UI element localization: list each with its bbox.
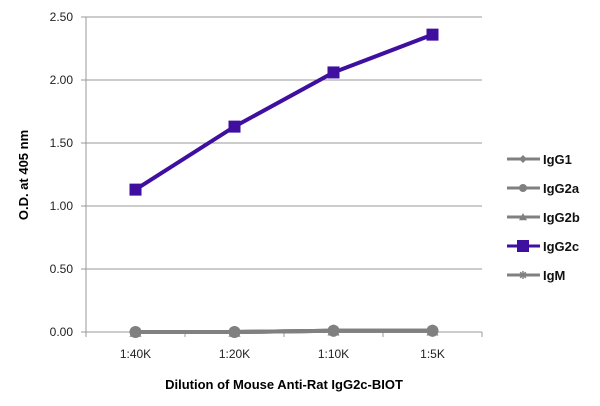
star-stroke — [130, 327, 141, 337]
legend-label: IgG2b — [543, 210, 580, 225]
data-point-igm — [327, 324, 340, 337]
legend-marker-igg1 — [519, 155, 527, 163]
data-point-igm — [129, 326, 142, 338]
legend-label: IgM — [543, 268, 565, 283]
legend-label: IgG2a — [543, 181, 580, 196]
y-tick-label: 2.50 — [50, 10, 74, 24]
x-tick-label: 1:40K — [120, 347, 151, 361]
data-point-igm — [426, 324, 439, 337]
data-point-igm — [228, 326, 241, 338]
data-point-igg2c — [426, 28, 439, 41]
x-tick-label: 1:5K — [420, 347, 445, 361]
legend-marker-igg2b — [519, 213, 527, 221]
y-tick-label: 1.50 — [50, 136, 74, 150]
y-tick-label: 0.50 — [50, 262, 74, 276]
x-axis-label: Dilution of Mouse Anti-Rat IgG2c-BIOT — [165, 377, 403, 392]
legend-label: IgG2c — [543, 239, 579, 254]
star-stroke — [328, 326, 339, 336]
star-stroke — [519, 271, 527, 279]
data-point-igg2c — [327, 66, 340, 79]
series-line-igg2c — [134, 32, 434, 192]
y-tick-label: 0.00 — [50, 325, 74, 339]
data-point-igg2c — [129, 183, 142, 196]
y-axis-label: O.D. at 405 nm — [16, 130, 31, 220]
series-line-igm — [135, 328, 433, 334]
legend-marker-igg2c — [517, 240, 529, 252]
legend-label: IgG1 — [543, 152, 572, 167]
x-tick-label: 1:10K — [318, 347, 349, 361]
star-stroke — [229, 327, 240, 337]
legend-marker-igg2a — [519, 184, 527, 192]
x-tick-label: 1:20K — [219, 347, 250, 361]
data-point-igg2c — [228, 120, 241, 133]
legend-marker-igm — [519, 271, 527, 279]
y-tick-label: 2.00 — [50, 73, 74, 87]
star-stroke — [427, 326, 438, 336]
y-tick-label: 1.00 — [50, 199, 74, 213]
